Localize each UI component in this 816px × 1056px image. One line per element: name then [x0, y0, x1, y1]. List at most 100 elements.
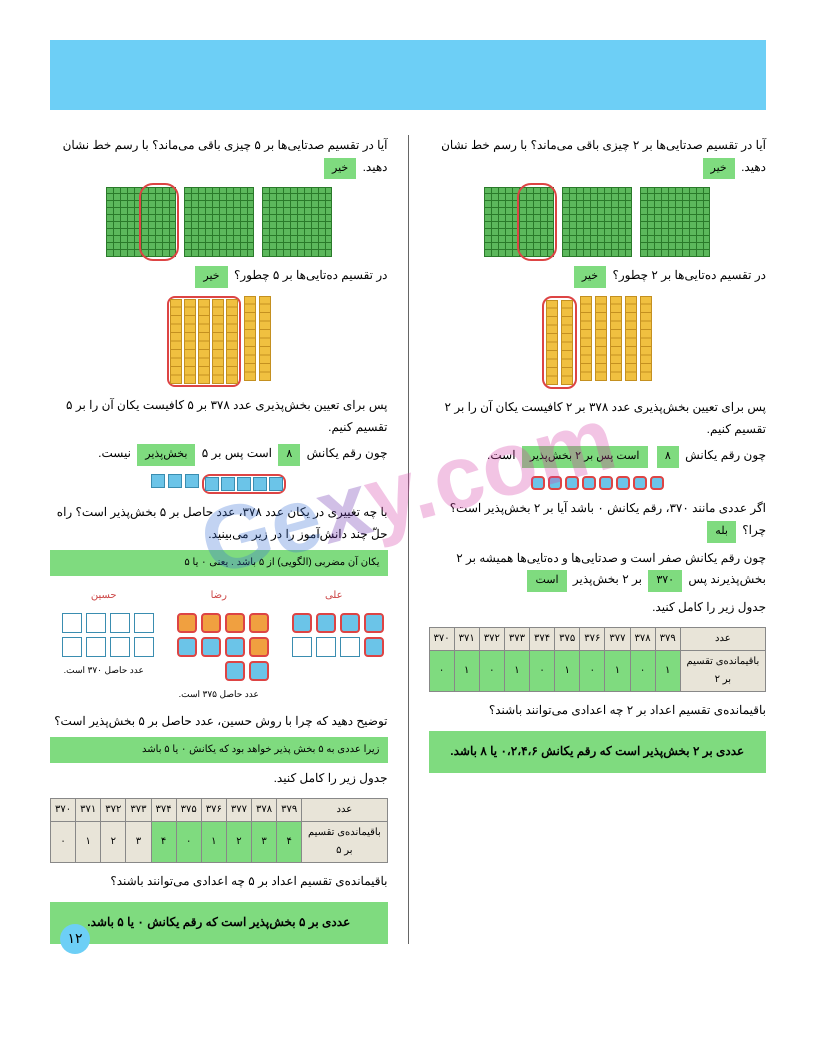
cell: ۱ — [201, 821, 226, 862]
unit — [548, 476, 562, 490]
box — [225, 613, 245, 633]
answer: ۸ — [657, 446, 679, 468]
cell: ۳۷۱ — [454, 627, 479, 650]
hundreds-row-r — [429, 187, 767, 257]
hundred-grid — [640, 187, 710, 257]
ten-bar — [184, 299, 196, 384]
l-q2: در تقسیم ده‌تایی‌ها بر ۵ چطور؟ — [234, 268, 388, 282]
cell: عدد — [302, 798, 387, 821]
column-divider — [408, 135, 409, 944]
cell: ۳۷۴ — [530, 627, 555, 650]
ten-bar — [625, 296, 637, 381]
l-p4: توضیح دهید که چرا با روش حسین، عدد حاصل … — [50, 711, 388, 733]
l-a4: زیرا عددی به ۵ بخش پذیر خواهد بود که یکا… — [50, 737, 388, 763]
l-conclusion: عددی بر ۵ بخش‌پذیر است که رقم یکانش ۰ یا… — [50, 902, 388, 944]
unit — [650, 476, 664, 490]
cell: ۰ — [429, 650, 454, 691]
answer: است پس بر ۲ بخش‌پذیر — [522, 446, 648, 468]
ten-bar — [595, 296, 607, 381]
cell: ۳۷۹ — [277, 798, 302, 821]
ten-bar — [212, 299, 224, 384]
cell: ۳۷۷ — [605, 627, 630, 650]
cell: ۳۷۲ — [479, 627, 504, 650]
unit — [531, 476, 545, 490]
l-q5: باقیمانده‌ی تقسیم اعداد بر ۵ چه اعدادی م… — [50, 871, 388, 893]
box — [364, 613, 384, 633]
unit — [237, 477, 251, 491]
cell: ۰ — [51, 821, 76, 862]
cell: ۰ — [630, 650, 655, 691]
cell: ۳۷۸ — [252, 798, 277, 821]
r-conclusion: عددی بر ۲ بخش‌پذیر است که رقم یکانش ۰،۲،… — [429, 731, 767, 773]
hundreds-row-l — [50, 187, 388, 257]
ten-bar — [226, 299, 238, 384]
answer: است — [527, 570, 566, 592]
cell: ۱ — [504, 650, 529, 691]
ten-bar — [198, 299, 210, 384]
student-boxes: علی رضاعدد حاصل ۳۷۵ است. حسینعدد حاصل ۳۷… — [50, 584, 388, 702]
ten-bar — [610, 296, 622, 381]
student-name: رضا — [211, 587, 227, 605]
box — [110, 613, 130, 633]
cell: ۲ — [101, 821, 126, 862]
ten-bar — [561, 300, 573, 385]
cell: ۳۷۸ — [630, 627, 655, 650]
cell: ۳۷۵ — [176, 798, 201, 821]
box — [62, 637, 82, 657]
table-l: عدد۳۷۹۳۷۸۳۷۷۳۷۶۳۷۵۳۷۴۳۷۳۳۷۲۳۷۱۳۷۰ باقیما… — [50, 798, 388, 863]
cell: ۱ — [76, 821, 101, 862]
ten-bar — [259, 296, 271, 381]
cell: ۳۷۶ — [201, 798, 226, 821]
cell: ۳۷۶ — [580, 627, 605, 650]
header-band — [50, 40, 766, 110]
cell: ۳۷۵ — [555, 627, 580, 650]
box — [249, 637, 269, 657]
cell: ۳۷۰ — [429, 627, 454, 650]
box — [201, 613, 221, 633]
units-row-l — [50, 474, 388, 494]
box — [316, 613, 336, 633]
box — [62, 613, 82, 633]
cell: عدد — [680, 627, 765, 650]
cell: ۳ — [252, 821, 277, 862]
box — [292, 613, 312, 633]
result: عدد حاصل ۳۷۵ است. — [169, 686, 269, 702]
box — [225, 637, 245, 657]
unit — [253, 477, 267, 491]
unit — [269, 477, 283, 491]
box — [134, 613, 154, 633]
cell: ۴ — [151, 821, 176, 862]
cell: ۰ — [580, 650, 605, 691]
right-column: آیا در تقسیم صدتایی‌ها بر ۲ چیزی باقی می… — [429, 135, 767, 944]
answer: ۳۷۰ — [648, 570, 682, 592]
cell: باقیمانده‌ی تقسیم بر ۵ — [302, 821, 387, 862]
l-tbl-title: جدول زیر را کامل کنید. — [50, 768, 388, 790]
cell: ۱ — [555, 650, 580, 691]
box — [364, 637, 384, 657]
student-name: علی — [325, 587, 343, 605]
r-p1: پس برای تعیین بخش‌پذیری عدد ۳۷۸ بر ۲ کاف… — [429, 397, 767, 440]
ten-bar — [170, 299, 182, 384]
hundred-grid — [262, 187, 332, 257]
ten-bar — [244, 296, 256, 381]
tens-row-r — [429, 296, 767, 389]
left-column: آیا در تقسیم صدتایی‌ها بر ۵ چیزی باقی می… — [50, 135, 388, 944]
unit — [565, 476, 579, 490]
cell: ۱ — [655, 650, 680, 691]
units-row-r — [429, 476, 767, 490]
box — [86, 637, 106, 657]
cell: ۲ — [226, 821, 251, 862]
ten-bar — [580, 296, 592, 381]
unit — [221, 477, 235, 491]
box — [340, 613, 360, 633]
box — [134, 637, 154, 657]
r-q2: در تقسیم ده‌تایی‌ها بر ۲ چطور؟ — [612, 268, 766, 282]
cell: ۱ — [454, 650, 479, 691]
cell: ۳۷۱ — [76, 798, 101, 821]
unit — [599, 476, 613, 490]
text: نیست. — [98, 446, 131, 460]
cell: ۰ — [176, 821, 201, 862]
unit — [582, 476, 596, 490]
hundred-grid — [562, 187, 632, 257]
cell: ۳۷۲ — [101, 798, 126, 821]
